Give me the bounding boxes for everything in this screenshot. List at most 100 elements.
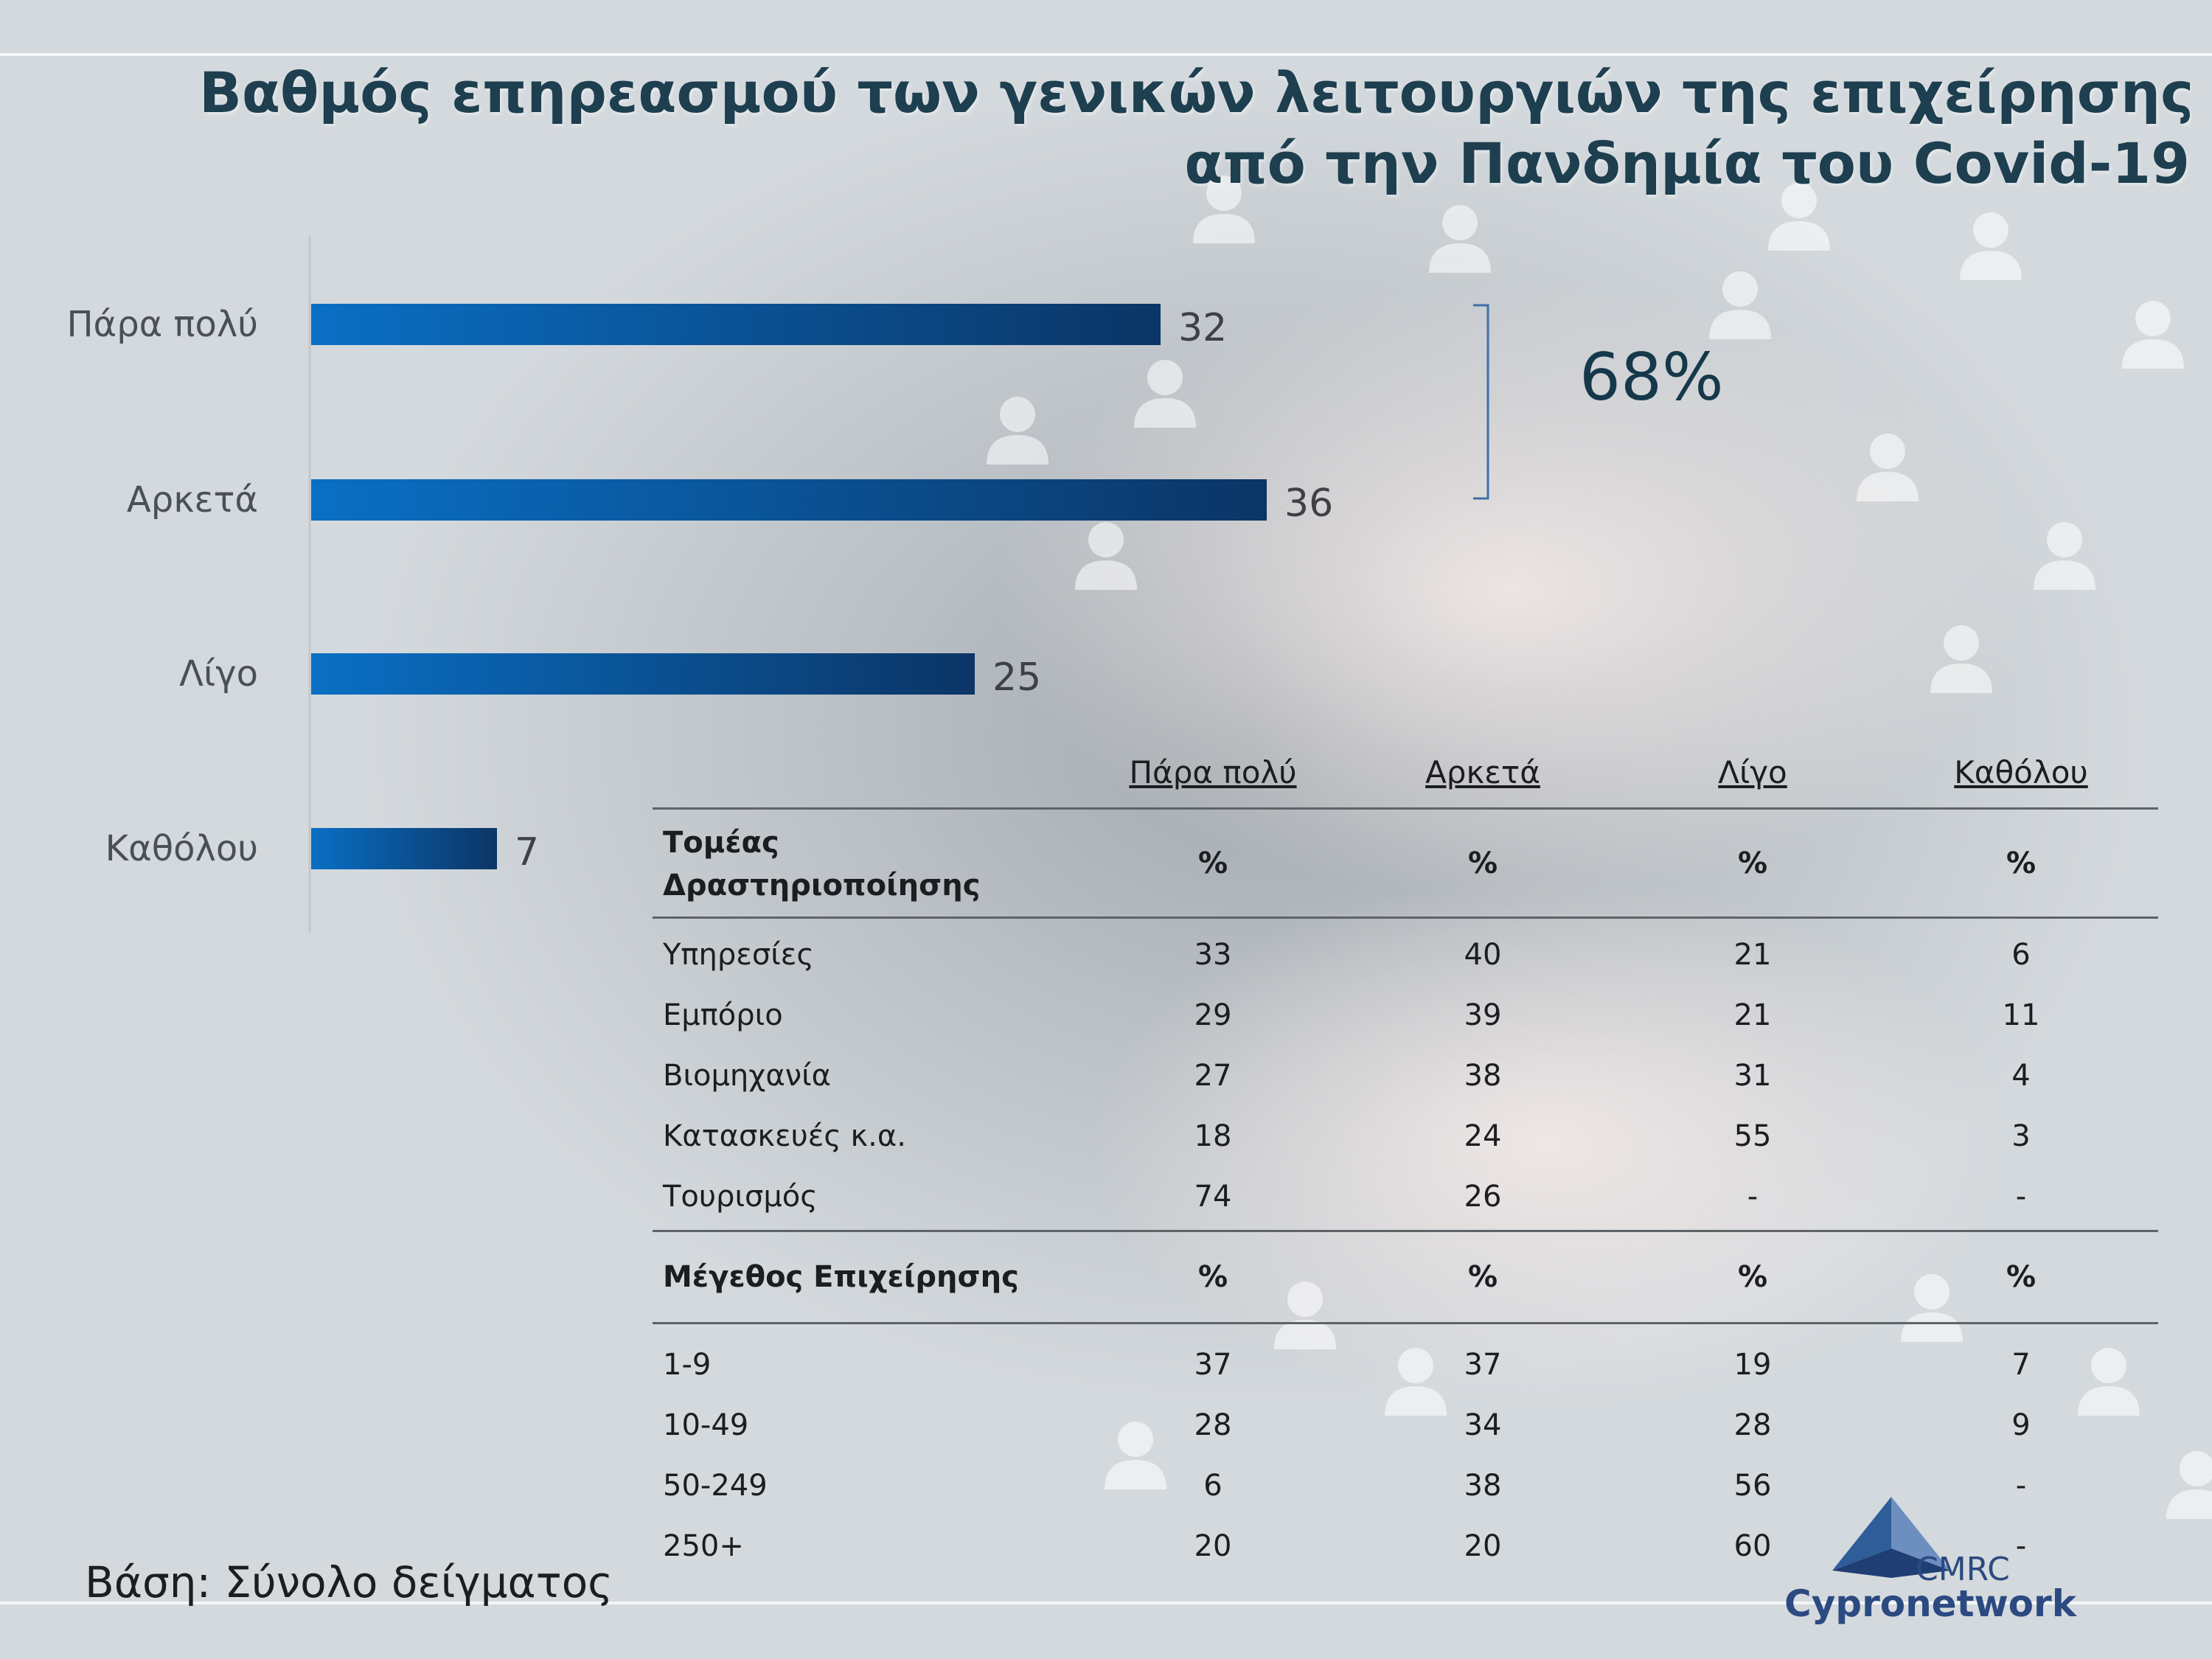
- table-rule: [653, 807, 2158, 810]
- table-cell: -: [2015, 1529, 2027, 1563]
- pyramid-logo-icon: [1832, 1497, 1950, 1578]
- category-label: Πάρα πολύ: [66, 304, 258, 345]
- bar-value-label: 32: [1178, 306, 1227, 350]
- table-cell: 3: [2011, 1119, 2031, 1153]
- table-cell: 4: [2011, 1059, 2031, 1093]
- unit-label: %: [1737, 1260, 1768, 1294]
- table-row: 1-9 37 37 19 7: [653, 1335, 2158, 1395]
- table-cell: 31: [1733, 1059, 1772, 1093]
- page-title: Βαθμός επηρεασμού των γενικών λειτουργιώ…: [199, 58, 2194, 199]
- table-row: Τουρισμός 74 26 - -: [653, 1166, 2158, 1227]
- column-header: Αρκετά: [1425, 754, 1540, 790]
- bar-value-label: 36: [1284, 481, 1333, 526]
- bar-value-label: 25: [992, 655, 1041, 700]
- category-label: Λίγο: [179, 653, 258, 695]
- combined-percentage: 68%: [1579, 339, 1724, 415]
- table-cell: 37: [1464, 1348, 1502, 1382]
- table-rule: [653, 917, 2158, 919]
- group-header-sector: Τομέας Δραστηριοποίησης % % % %: [653, 810, 2158, 917]
- title-line-1: Βαθμός επηρεασμού των γενικών λειτουργιώ…: [199, 60, 2194, 125]
- logo-text-cmrc: CMRC: [1916, 1551, 2010, 1588]
- group-label: Τομέας Δραστηριοποίησης: [663, 821, 980, 907]
- unit-label: %: [1737, 846, 1768, 880]
- table-cell: 18: [1194, 1119, 1232, 1153]
- table-rule: [653, 1230, 2158, 1232]
- table-cell: 9: [2011, 1408, 2031, 1442]
- table-cell: 6: [1203, 1469, 1222, 1503]
- breakdown-table: Πάρα πολύ Αρκετά Λίγο Καθόλου Τομέας Δρασ…: [653, 748, 2158, 1576]
- table-cell: 34: [1464, 1408, 1502, 1442]
- table-cell: 28: [1733, 1408, 1772, 1442]
- table-row: Υπηρεσίες 33 40 21 6: [653, 925, 2158, 985]
- table-cell: 60: [1733, 1529, 1772, 1563]
- bar: [311, 828, 497, 869]
- impact-bar-chart: Πάρα πολύ 32 Αρκετά 36 Λίγο 25 Καθόλου 7: [66, 236, 1333, 933]
- table-cell: 24: [1464, 1119, 1502, 1153]
- category-label: Αρκετά: [127, 479, 258, 521]
- table-cell: 26: [1464, 1180, 1502, 1214]
- table-cell: 55: [1733, 1119, 1772, 1153]
- unit-label: %: [2006, 846, 2037, 880]
- table-row: Εμπόριο 29 39 21 11: [653, 985, 2158, 1046]
- table-cell: 6: [2011, 938, 2031, 972]
- column-header: Λίγο: [1718, 754, 1787, 790]
- row-label: 250+: [663, 1529, 744, 1563]
- table-row: 50-249 6 38 56 -: [653, 1455, 2158, 1516]
- table-cell: 38: [1464, 1469, 1502, 1503]
- title-line-2: από την Πανδημία του Covid-19: [1184, 131, 2190, 196]
- table-cell: 74: [1194, 1180, 1232, 1214]
- table-cell: -: [1747, 1180, 1759, 1214]
- table-cell: 40: [1464, 938, 1502, 972]
- table-row: 10-49 28 34 28 9: [653, 1395, 2158, 1455]
- table-row: Κατασκευές κ.α. 18 24 55 3: [653, 1106, 2158, 1166]
- row-label: Εμπόριο: [663, 998, 783, 1032]
- bar-value-label: 7: [515, 830, 539, 874]
- table-cell: 33: [1194, 938, 1232, 972]
- bar: [311, 653, 975, 695]
- table-cell: 56: [1733, 1469, 1772, 1503]
- table-cell: 39: [1464, 998, 1502, 1032]
- table-cell: 7: [2011, 1348, 2031, 1382]
- table-cell: 20: [1464, 1529, 1502, 1563]
- logo-text-cypronetwork: Cypronetwork: [1784, 1582, 2076, 1625]
- unit-label: %: [1467, 1260, 1498, 1294]
- bar: [311, 479, 1267, 521]
- table-row: Βιομηχανία 27 38 31 4: [653, 1046, 2158, 1106]
- row-label: Υπηρεσίες: [663, 938, 814, 972]
- group-label-line-1: Τομέας: [663, 826, 779, 860]
- row-label: 10-49: [663, 1408, 749, 1442]
- top-rule: [0, 53, 2212, 56]
- unit-label: %: [1197, 1260, 1228, 1294]
- category-label: Καθόλου: [105, 828, 258, 869]
- bar-series: Πάρα πολύ 32 Αρκετά 36 Λίγο 25 Καθόλου 7: [66, 304, 1333, 874]
- table-cell: 38: [1464, 1059, 1502, 1093]
- table-rule: [653, 1322, 2158, 1324]
- group-label-line-2: Δραστηριοποίησης: [663, 869, 981, 902]
- table-cell: 21: [1733, 998, 1772, 1032]
- table-cell: -: [2015, 1469, 2027, 1503]
- base-footnote: Βάση: Σύνολο δείγματος: [85, 1557, 613, 1607]
- table-header-row: Πάρα πολύ Αρκετά Λίγο Καθόλου: [653, 748, 2158, 807]
- unit-label: %: [1197, 846, 1228, 880]
- bracket-icon: [1473, 304, 1489, 500]
- row-label: 1-9: [663, 1348, 712, 1382]
- row-label: Βιομηχανία: [663, 1059, 831, 1093]
- table-cell: 11: [2002, 998, 2040, 1032]
- group-header-size: Μέγεθος Επιχείρησης % % % %: [653, 1232, 2158, 1322]
- column-header: Καθόλου: [1954, 754, 2088, 790]
- table-cell: -: [2015, 1180, 2027, 1214]
- row-label: Τουρισμός: [663, 1180, 818, 1214]
- table-cell: 27: [1194, 1059, 1232, 1093]
- row-label: 50-249: [663, 1469, 768, 1503]
- group-label: Μέγεθος Επιχείρησης: [663, 1260, 1019, 1294]
- column-header: Πάρα πολύ: [1129, 754, 1297, 790]
- row-label: Κατασκευές κ.α.: [663, 1119, 906, 1153]
- unit-label: %: [2006, 1260, 2037, 1294]
- unit-label: %: [1467, 846, 1498, 880]
- table-cell: 20: [1194, 1529, 1232, 1563]
- bottom-rule: [0, 1601, 2212, 1604]
- table-cell: 28: [1194, 1408, 1232, 1442]
- table-row: 250+ 20 20 60 -: [653, 1516, 2158, 1576]
- table-cell: 19: [1733, 1348, 1772, 1382]
